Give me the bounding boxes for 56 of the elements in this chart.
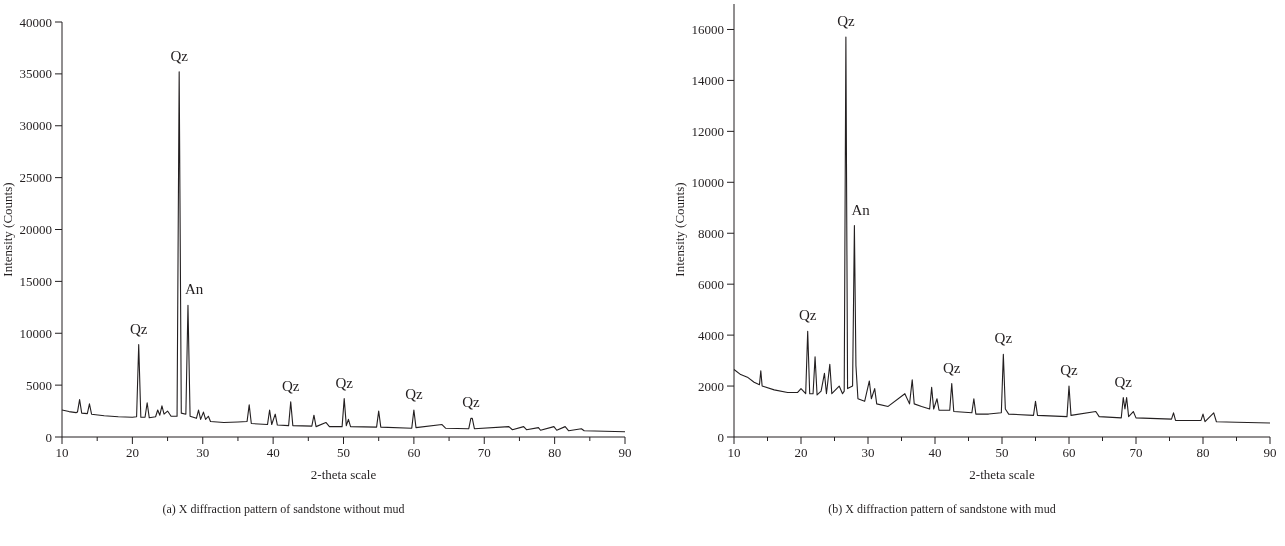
x-tick-label: 50 (337, 445, 350, 460)
y-tick-label: 0 (45, 429, 52, 445)
text: (b) X diffraction pattern of sandstone with mud (828, 502, 1056, 516)
y-tick-label: 2000 (698, 378, 724, 394)
y-tick-label: 25000 (19, 170, 52, 186)
x-tick-label: 30 (861, 445, 875, 460)
x-tick-label: 40 (928, 445, 942, 460)
y-tick-label: 35000 (19, 66, 52, 82)
y-tick-label: 15000 (19, 273, 52, 289)
y-axis-title: Intensity (Counts) (672, 182, 687, 277)
y-tick-label: 5000 (26, 377, 52, 393)
y-axis-title: Intensity (Counts) (0, 182, 15, 277)
y-tick-label: 40000 (19, 14, 52, 30)
text: (a) X diffraction pattern of sandstone without mud (162, 502, 405, 516)
annotation: Qz (129, 320, 148, 337)
y-tick-label: 0 (717, 429, 724, 445)
x-tick-label: 20 (794, 445, 808, 460)
annotation: An (184, 281, 204, 298)
annotation: Qz (798, 307, 817, 324)
x-tick-label: 60 (1062, 445, 1076, 460)
annotation: Qz (462, 394, 480, 411)
y-tick-label: 10000 (19, 325, 52, 341)
annotation: Qz (837, 13, 855, 30)
y-tick-label: 20000 (19, 222, 52, 237)
x-tick-label: 90 (618, 445, 632, 460)
x-tick-label: 70 (477, 445, 491, 460)
x-tick-label: 30 (196, 445, 210, 460)
y-tick-label: 10000 (691, 174, 724, 190)
annotation: Qz (1114, 373, 1133, 390)
y-tick-label: 14000 (691, 72, 724, 88)
y-tick-label: 16000 (691, 21, 724, 37)
annotation: Qz (405, 386, 423, 403)
annotation: Qz (943, 359, 961, 376)
x-axis-title: 2-theta scale (310, 467, 377, 482)
annotation: Qz (170, 47, 189, 64)
x-tick-label: 50 (995, 445, 1009, 460)
y-tick-label: 12000 (691, 123, 724, 139)
annotation: Qz (994, 330, 1013, 347)
x-tick-label: 80 (548, 445, 562, 460)
x-tick-label: 60 (407, 445, 421, 460)
x-tick-label: 10 (55, 445, 69, 460)
x-tick-label: 40 (266, 445, 280, 460)
x-tick-label: 10 (727, 445, 741, 460)
x-tick-label: 20 (125, 445, 139, 460)
y-tick-label: 8000 (698, 225, 724, 241)
x-tick-label: 90 (1263, 445, 1277, 460)
annotation: Qz (1060, 362, 1079, 379)
annotation: Qz (281, 377, 300, 394)
x-axis-title: 2-theta scale (969, 467, 1035, 482)
y-tick-label: 6000 (698, 276, 724, 292)
x-tick-label: 70 (1129, 445, 1143, 460)
y-tick-label: 4000 (698, 327, 724, 343)
y-tick-label: 30000 (19, 118, 52, 134)
annotation: Qz (335, 374, 354, 391)
x-tick-label: 80 (1196, 445, 1210, 460)
annotation: An (851, 201, 871, 218)
